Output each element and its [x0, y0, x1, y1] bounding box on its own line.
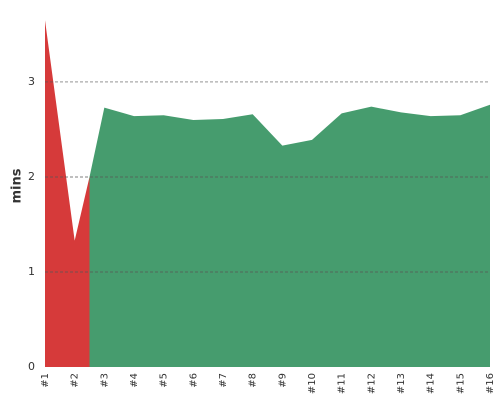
y-tick-label: 3 [28, 75, 35, 88]
x-tick-label: #15 [455, 373, 466, 394]
x-tick-label: #3 [99, 373, 110, 388]
x-tick-label: #8 [248, 373, 259, 388]
y-tick-label: 2 [28, 170, 35, 183]
x-tick-label: #4 [129, 373, 140, 388]
x-tick-label: #6 [188, 373, 199, 388]
x-tick-label: #12 [366, 373, 377, 394]
x-tick-label: #10 [307, 373, 318, 394]
x-tick-label: #9 [277, 373, 288, 388]
area [89, 104, 490, 367]
x-tick-label: #5 [159, 373, 170, 388]
x-tick-label: #16 [485, 373, 496, 394]
x-tick-label: #1 [40, 373, 51, 388]
y-tick-label: 1 [28, 265, 35, 278]
y-axis-label: mins [10, 168, 25, 203]
x-tick-label: #14 [426, 373, 437, 394]
x-tick-label: #11 [337, 373, 348, 394]
x-tick-label: #7 [218, 373, 229, 388]
x-tick-label: #13 [396, 373, 407, 394]
area [45, 20, 90, 368]
y-tick-label: 0 [28, 360, 35, 373]
x-tick-label: #2 [70, 373, 81, 388]
